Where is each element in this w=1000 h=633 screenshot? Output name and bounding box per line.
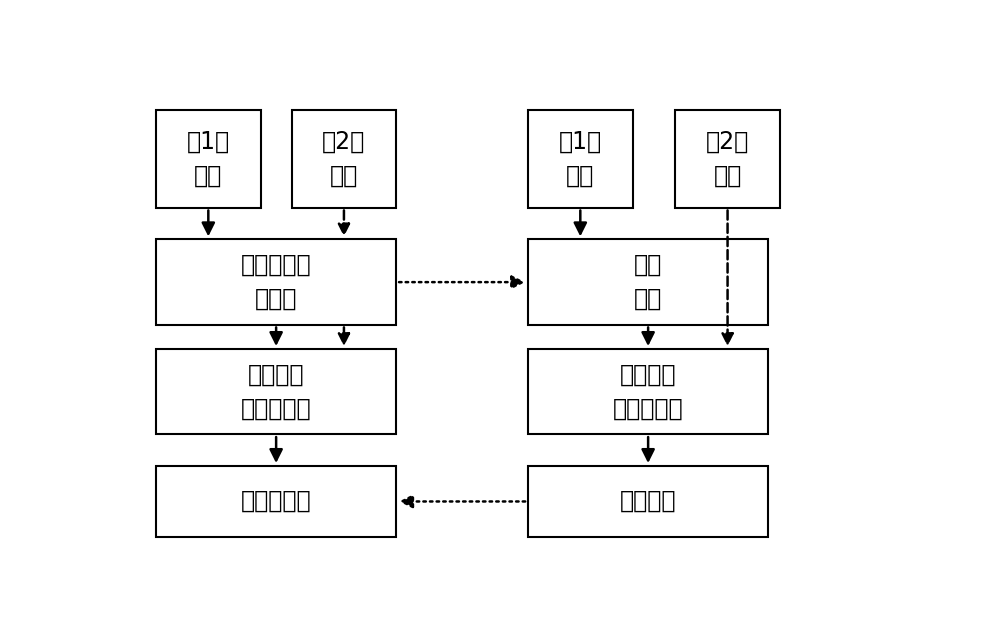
Text: 第1路
信号: 第1路 信号 bbox=[187, 130, 230, 187]
Bar bbox=[528, 466, 768, 537]
Text: 尺度差估计: 尺度差估计 bbox=[241, 489, 311, 513]
Bar bbox=[292, 110, 396, 208]
Bar bbox=[156, 466, 396, 537]
Text: 傅里叶变换
取包络: 傅里叶变换 取包络 bbox=[241, 253, 311, 311]
Text: 时间
尺度: 时间 尺度 bbox=[634, 253, 662, 311]
Bar bbox=[528, 349, 768, 434]
Text: 计算尺度
互相关函数: 计算尺度 互相关函数 bbox=[241, 363, 311, 420]
Text: 计算时域
互相关函数: 计算时域 互相关函数 bbox=[613, 363, 683, 420]
Text: 时差估计: 时差估计 bbox=[620, 489, 676, 513]
Bar bbox=[675, 110, 780, 208]
Text: 第1路
信号: 第1路 信号 bbox=[559, 130, 602, 187]
Bar bbox=[528, 110, 633, 208]
Text: 第2路
信号: 第2路 信号 bbox=[322, 130, 366, 187]
Bar bbox=[156, 110, 261, 208]
Bar bbox=[156, 349, 396, 434]
Bar bbox=[528, 239, 768, 325]
Bar bbox=[156, 239, 396, 325]
Text: 第2路
信号: 第2路 信号 bbox=[706, 130, 749, 187]
